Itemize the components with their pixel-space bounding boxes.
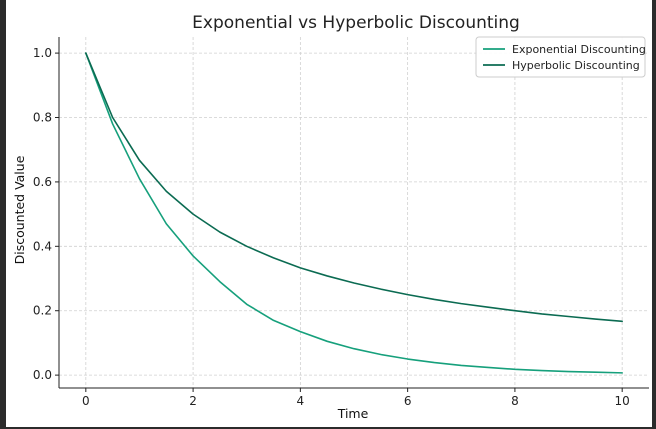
x-tick-label: 2 — [189, 394, 197, 408]
y-tick-label: 1.0 — [33, 46, 52, 60]
chart-svg: 0 2 4 6 8 10 0.0 0.2 0.4 0.6 0.8 1.0 Exponential vs… — [12, 13, 649, 421]
y-axis-label: Discounted Value — [12, 155, 27, 264]
x-axis-label: Time — [337, 406, 369, 421]
chart-figure: 0 2 4 6 8 10 0.0 0.2 0.4 0.6 0.8 1.0 Exponential vs… — [6, 0, 652, 427]
grid-layer — [59, 37, 649, 388]
series-layer — [85, 52, 623, 374]
series-line-exponential-discounting — [85, 52, 623, 374]
chart-title: Exponential vs Hyperbolic Discounting — [192, 13, 520, 33]
y-tick-label: 0.0 — [33, 368, 52, 382]
y-tick-label: 0.8 — [33, 111, 52, 125]
x-tick-label: 0 — [82, 394, 90, 408]
x-tick-label: 6 — [404, 394, 412, 408]
legend-label-hyperbolic: Hyperbolic Discounting — [512, 59, 640, 72]
legend: Exponential Discounting Hyperbolic Disco… — [475, 36, 646, 78]
x-tick-label: 4 — [297, 394, 305, 408]
series-line-hyperbolic-discounting — [85, 52, 623, 323]
y-tick-label: 0.4 — [33, 239, 52, 253]
y-tick-label: 0.6 — [33, 175, 52, 189]
legend-box — [475, 36, 646, 78]
x-tick-label: 10 — [615, 394, 630, 408]
axes-layer: 0 2 4 6 8 10 0.0 0.2 0.4 0.6 0.8 1.0 — [33, 37, 649, 408]
y-tick-label: 0.2 — [33, 304, 52, 318]
x-tick-label: 8 — [511, 394, 519, 408]
legend-label-exponential: Exponential Discounting — [512, 43, 646, 56]
